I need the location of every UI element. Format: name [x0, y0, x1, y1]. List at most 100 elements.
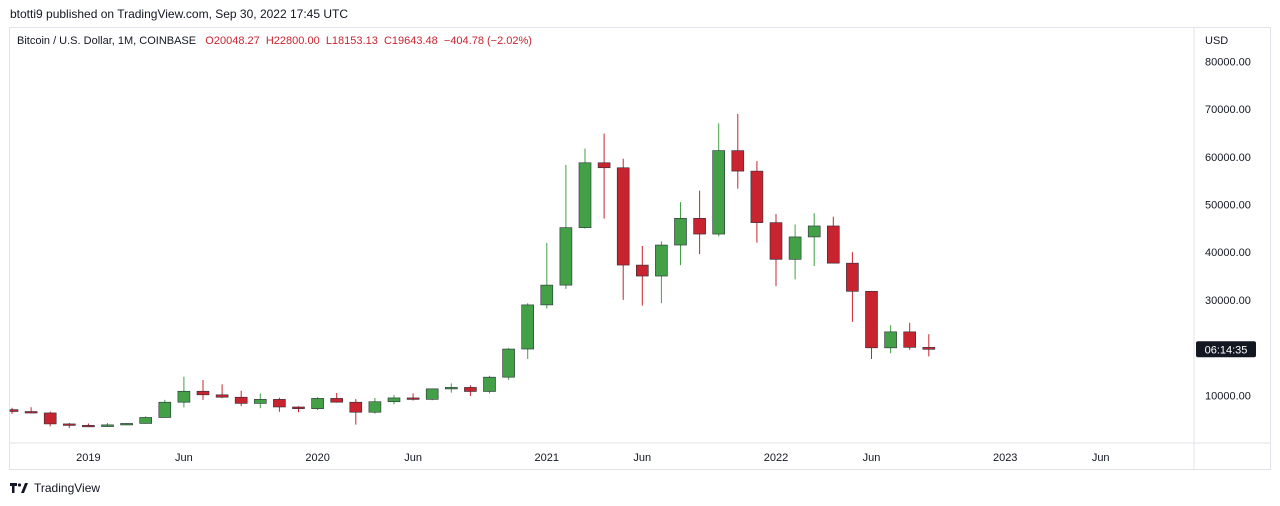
candle — [597, 133, 611, 219]
candle-body — [922, 347, 936, 350]
candle — [826, 216, 840, 264]
candle-body — [292, 406, 305, 409]
time-axis: 2019 Jun 2020 Jun 2021 Jun 2022 Jun 2023 Jun — [76, 452, 1109, 464]
candle — [406, 393, 420, 401]
candle — [215, 384, 229, 399]
candle — [254, 393, 267, 409]
y-tick-label: 40000.00 — [1205, 247, 1251, 259]
candle-body — [158, 401, 172, 418]
candle — [158, 399, 172, 418]
tradingview-logo-icon — [10, 483, 28, 493]
candle — [559, 164, 573, 289]
close-value: C19643.48 — [383, 35, 438, 47]
candle — [330, 392, 344, 403]
candle-body — [597, 162, 611, 169]
candle-body — [215, 394, 229, 398]
candle-body — [884, 331, 897, 349]
candle-body — [43, 412, 57, 425]
candle — [578, 148, 592, 229]
y-tick-label: 60000.00 — [1205, 152, 1251, 164]
x-tick-label: 2021 — [535, 452, 559, 464]
candle — [368, 397, 382, 414]
candle-body — [502, 348, 515, 378]
candle — [712, 123, 726, 237]
candle-body — [769, 222, 783, 260]
candle-body — [807, 225, 821, 238]
candle — [292, 406, 305, 413]
candle-body — [425, 388, 439, 400]
candle-body — [24, 411, 38, 414]
candle — [425, 388, 439, 401]
candle-body — [521, 304, 535, 350]
candle — [62, 422, 76, 428]
candle — [483, 375, 496, 394]
candle-body — [254, 399, 267, 404]
candle-body — [483, 376, 496, 392]
candle — [464, 385, 477, 397]
candle — [43, 411, 57, 427]
candle — [444, 383, 458, 393]
candle — [540, 242, 554, 309]
candle — [139, 416, 152, 424]
candle-body — [616, 167, 630, 266]
chart-frame — [9, 27, 1271, 470]
candle-body — [903, 331, 917, 348]
last-price-tag — [1196, 341, 1256, 358]
change-value: −404.78 (−2.02%) — [443, 35, 532, 47]
candle — [884, 325, 897, 354]
candle — [196, 380, 210, 400]
grid-lines — [10, 27, 1270, 469]
candle — [311, 397, 324, 411]
candle — [807, 213, 821, 267]
footer-branding[interactable]: TradingView — [10, 481, 100, 495]
open-value: O20048.27 — [205, 35, 260, 47]
candle-body — [712, 150, 726, 235]
candle — [635, 245, 649, 306]
candle-body — [273, 399, 286, 408]
x-tick-label: 2019 — [76, 452, 100, 464]
y-tick-label: 70000.00 — [1205, 104, 1251, 116]
candle-body — [82, 425, 95, 428]
candle — [24, 407, 38, 414]
candle-body — [444, 387, 458, 390]
candle — [177, 376, 191, 408]
low-value: L18153.13 — [325, 35, 378, 47]
price-axis: USD10000.0020000.0030000.0040000.0050000… — [1196, 35, 1256, 402]
candle-body — [9, 409, 19, 412]
candle-body — [177, 390, 191, 403]
symbol-legend: Bitcoin / U.S. Dollar, 1M, COINBASE O200… — [17, 35, 532, 47]
candle — [616, 158, 630, 300]
candle-body — [406, 397, 420, 400]
candle — [273, 397, 286, 412]
published-caption: btotti9 published on TradingView.com, Se… — [10, 7, 348, 21]
candle — [788, 224, 802, 280]
candle-body — [750, 170, 764, 223]
candle-body — [635, 264, 649, 277]
y-tick-label: 80000.00 — [1205, 56, 1251, 68]
x-tick-label: Jun — [863, 452, 881, 464]
candle-body — [464, 387, 477, 392]
candle — [234, 390, 248, 407]
symbol-name: Bitcoin / U.S. Dollar, 1M, COINBASE — [17, 35, 197, 47]
candle — [769, 214, 783, 287]
candle-body — [865, 291, 878, 349]
candle-body — [693, 218, 706, 235]
candle — [120, 423, 133, 426]
candle-body — [196, 390, 210, 396]
candle-body — [120, 423, 133, 426]
candle-body — [578, 162, 592, 228]
candle — [521, 303, 535, 360]
candle-body — [846, 262, 859, 292]
candle — [674, 202, 687, 266]
candle-body — [655, 244, 668, 277]
tradingview-brand: TradingView — [34, 481, 101, 495]
candle-body — [826, 225, 840, 264]
y-tick-label: 50000.00 — [1205, 199, 1251, 211]
x-tick-label: 2023 — [993, 452, 1017, 464]
candle — [9, 407, 19, 414]
candle — [750, 161, 764, 243]
candle-body — [330, 398, 344, 403]
candle-body — [311, 398, 324, 409]
x-tick-label: Jun — [633, 452, 651, 464]
